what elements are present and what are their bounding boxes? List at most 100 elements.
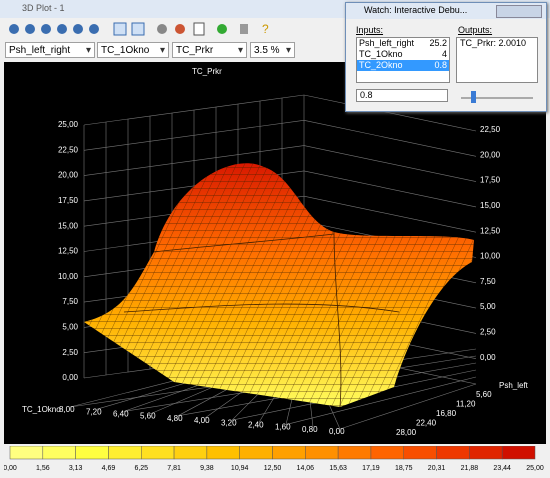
inputs-label: Inputs: (356, 25, 384, 35)
colorbar-segment (370, 446, 404, 460)
floor-grid (285, 376, 477, 425)
x-tick-label: 4,80 (167, 414, 183, 423)
wall-grid (303, 195, 477, 233)
plot-3d: TC_Prkr Psh_left TC_1Okno 25,00 22,50 20,0… (4, 62, 546, 444)
x-tick-label: 2,40 (248, 421, 264, 430)
colorbar-segment (337, 446, 372, 460)
input-row[interactable]: Psh_left_right 25.2 (357, 38, 449, 49)
z-tick-label: 2,50 (480, 328, 496, 337)
outputs-label: Outputs: (458, 25, 493, 35)
colorbar-label: 10,94 (231, 465, 249, 472)
input-value: 0.8 (434, 60, 447, 70)
z-tick-label: 20,00 (58, 171, 79, 180)
input-value: 25.2 (429, 38, 447, 48)
inputs-list[interactable]: Psh_left_right 25.2 TC_1Okno 4 TC_2Okno 0.8 (356, 37, 450, 83)
colorbar-label: 21,88 (461, 465, 479, 472)
wall-grid (303, 94, 477, 132)
edit-box[interactable]: 0.8 (356, 89, 448, 102)
x-tick-label: 0,00 (329, 427, 345, 436)
y-tick-label: 5,60 (476, 390, 492, 399)
z-tick-label: 2,50 (62, 348, 78, 357)
slider-thumb[interactable] (471, 91, 476, 103)
input-name: Psh_left_right (359, 38, 415, 48)
z-tick-label: 7,50 (480, 277, 496, 286)
colorbar-segment (501, 446, 536, 460)
y-tick-label: 16,80 (436, 409, 457, 418)
colorbar-label: 23,44 (493, 465, 511, 472)
x-tick-label: 6,40 (113, 410, 129, 419)
z-tick-label: 10,00 (480, 252, 501, 261)
watch-title-bar: Watch: Interactive Debu... (346, 3, 546, 19)
colorbar-label: 25,00 (526, 465, 544, 472)
colorbar-label: 12,50 (264, 465, 282, 472)
selector[interactable]: Psh_left_right (5, 42, 95, 59)
toolbar-icons: ? (9, 22, 269, 36)
colorbar-segment (173, 446, 208, 460)
wall-grid (303, 120, 477, 157)
colorbar-label: 0,00 (4, 465, 17, 472)
colorbar-label: 4,69 (102, 465, 116, 472)
output-value: TC_Prkr: 2.0010 (460, 38, 527, 48)
colorbar-segment (403, 446, 437, 460)
colorbar-label: 3,13 (69, 465, 83, 472)
colorbar-label: 1,56 (36, 465, 50, 472)
x-tick-label: 8,00 (59, 405, 75, 414)
z-tick-label: 0,00 (62, 373, 78, 382)
colorbar-segment (141, 446, 175, 460)
z-tick-label: 12,50 (480, 226, 501, 235)
svg-text:?: ? (262, 22, 269, 36)
x-tick-label: 1,60 (275, 423, 291, 432)
z-tick-label: 10,00 (58, 272, 79, 281)
colorbar-label: 17,19 (362, 465, 380, 472)
input-row[interactable]: TC_2Okno 0.8 (357, 60, 449, 71)
z-tick-label: 15,00 (58, 221, 79, 230)
colorbar-label: 18,75 (395, 465, 413, 472)
colorbar-segment (75, 446, 109, 460)
selector[interactable]: TC_1Okno (97, 42, 169, 59)
surface-mesh (84, 163, 474, 407)
input-value: 4 (441, 49, 447, 59)
y-tick-label: 28,00 (396, 428, 417, 437)
x-tick-label: 5,60 (140, 412, 156, 421)
window-title: 3D Plot - 1 (22, 3, 65, 13)
colorbar: 0,00 1,56 3,13 4,69 6,25 7,81 9,38 10,94 12,50 14… (4, 446, 544, 472)
slider[interactable] (461, 97, 533, 99)
z-tick-label: 22,50 (480, 125, 501, 134)
colorbar-label: 15,63 (329, 465, 347, 472)
colorbar-label: 9,38 (200, 465, 214, 472)
outputs-list: TC_Prkr: 2.0010 (456, 37, 538, 83)
y-title: Psh_left (499, 381, 529, 390)
z-tick-label: 17,50 (480, 176, 501, 185)
selector[interactable]: 3.5 % (250, 42, 295, 59)
colorbar-label: 20,31 (428, 465, 446, 472)
z-tick-label: 15,00 (480, 201, 501, 210)
colorbar-label: 14,06 (297, 465, 315, 472)
colorbar-segment (239, 446, 273, 460)
input-name: TC_1Okno (359, 49, 403, 59)
z-tick-label: 22,50 (58, 145, 79, 154)
surface-ridges (123, 231, 400, 408)
colorbar-segment (9, 446, 44, 460)
input-name: TC_2Okno (359, 60, 403, 70)
input-row[interactable]: TC_1Okno 4 (357, 49, 449, 60)
x-title: TC_1Okno (22, 405, 61, 414)
y-tick-label: 11,20 (456, 400, 476, 409)
floor-grid (339, 383, 477, 430)
x-tick-label: 7,20 (86, 407, 102, 416)
window-buttons[interactable] (496, 5, 542, 18)
watch-window: Watch: Interactive Debu... Inputs: Outpu… (345, 2, 547, 112)
z-tick-label: 5,00 (62, 323, 78, 332)
colorbar-segment (469, 446, 503, 460)
z-tick-label: 12,50 (58, 247, 79, 256)
selector[interactable]: TC_Prkr (172, 42, 247, 59)
z-title: TC_Prkr (192, 67, 222, 76)
wall-grid (303, 145, 477, 182)
z-tick-label: 5,00 (480, 302, 496, 311)
z-tick-label: 20,00 (480, 150, 501, 159)
colorbar-segment (108, 446, 142, 460)
wall-grid (303, 170, 477, 208)
x-tick-label: 3,20 (221, 418, 237, 427)
x-tick-label: 0,80 (302, 425, 318, 434)
colorbar-segment (272, 446, 306, 460)
